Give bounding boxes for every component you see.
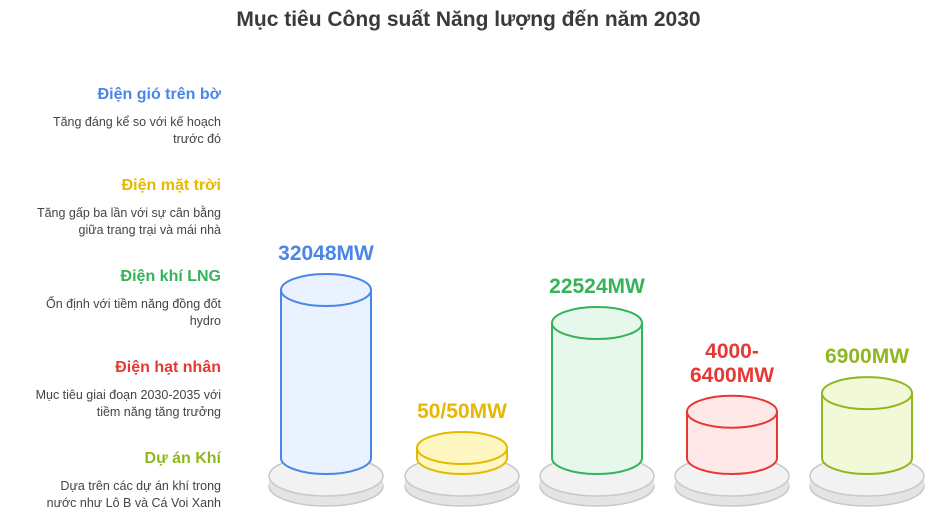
cylinder-body [686, 410, 778, 475]
legend-name: Điện mặt trời [121, 177, 221, 194]
cylinder-top [686, 394, 778, 429]
cylinder-body [551, 321, 643, 475]
legend-item-gas-projects: Dự án Khí Dựa trên các dự án khí trong n… [0, 450, 221, 512]
legend-desc-line: tiềm năng tăng trưởng [96, 404, 221, 419]
legend-desc: Mục tiêu giai đoạn 2030-2035 với tiềm nă… [0, 387, 221, 421]
data-label: 32048MW [278, 242, 374, 265]
legend-desc-line: trước đó [173, 131, 221, 146]
legend-item-solar: Điện mặt trời Tăng gấp ba lần với sự cân… [0, 177, 221, 239]
data-label: 22524MW [549, 275, 645, 298]
legend-desc: Tăng gấp ba lần với sự cân bằng giữa tra… [0, 205, 221, 239]
legend-desc-line: Dựa trên các dự án khí trong [60, 479, 221, 493]
legend-desc-line: hydro [189, 313, 221, 328]
cylinder-body [821, 392, 913, 475]
cylinder-body [280, 289, 372, 475]
data-label: 6400MW [690, 364, 774, 387]
legend-item-nuclear: Điện hạt nhân Mục tiêu giai đoạn 2030-20… [0, 359, 221, 421]
cylinder-bar: 4000-6400MW [674, 340, 790, 507]
legend-name: Điện gió trên bờ [97, 86, 221, 103]
cylinder-top [551, 305, 643, 340]
legend-desc-line: Tăng đáng kể so với kế hoạch [52, 115, 221, 129]
chart-title: Mục tiêu Công suất Năng lượng đến năm 20… [236, 8, 701, 31]
cylinder-bar: 32048MW [268, 242, 384, 507]
cylinder-top [416, 431, 508, 465]
cylinder-bar: 50/50MW [404, 400, 520, 507]
legend-desc-line: Tăng gấp ba lần với sự cân bằng [36, 206, 221, 220]
legend-item-onshore-wind: Điện gió trên bờ Tăng đáng kể so với kế … [0, 86, 221, 148]
cylinder-bar: 6900MW [809, 345, 925, 507]
legend-name: Dự án Khí [144, 450, 221, 467]
cylinder-bar: 22524MW [539, 275, 655, 507]
cylinder-top [280, 273, 372, 307]
data-label: 4000- [705, 340, 759, 363]
legend-name: Điện hạt nhân [115, 359, 221, 376]
data-label: 50/50MW [417, 400, 507, 423]
legend-desc-line: Ổn định với tiềm năng đồng đốt [46, 297, 221, 311]
legend-desc: Tăng đáng kể so với kế hoạch trước đó [0, 114, 221, 148]
cylinder-top [821, 376, 913, 411]
legend-name: Điện khí LNG [120, 268, 221, 285]
legend-desc: Dựa trên các dự án khí trong nước như Lô… [0, 478, 221, 512]
legend-item-lng: Điện khí LNG Ổn định với tiềm năng đồng … [0, 268, 221, 330]
legend-desc-line: nước như Lô B và Cá Voi Xanh [46, 495, 221, 510]
data-label: 6900MW [825, 345, 909, 368]
legend-desc: Ổn định với tiềm năng đồng đốt hydro [0, 296, 221, 330]
legend-desc-line: giữa trang trại và mái nhà [78, 222, 221, 237]
legend-desc-line: Mục tiêu giai đoạn 2030-2035 với [35, 388, 221, 402]
